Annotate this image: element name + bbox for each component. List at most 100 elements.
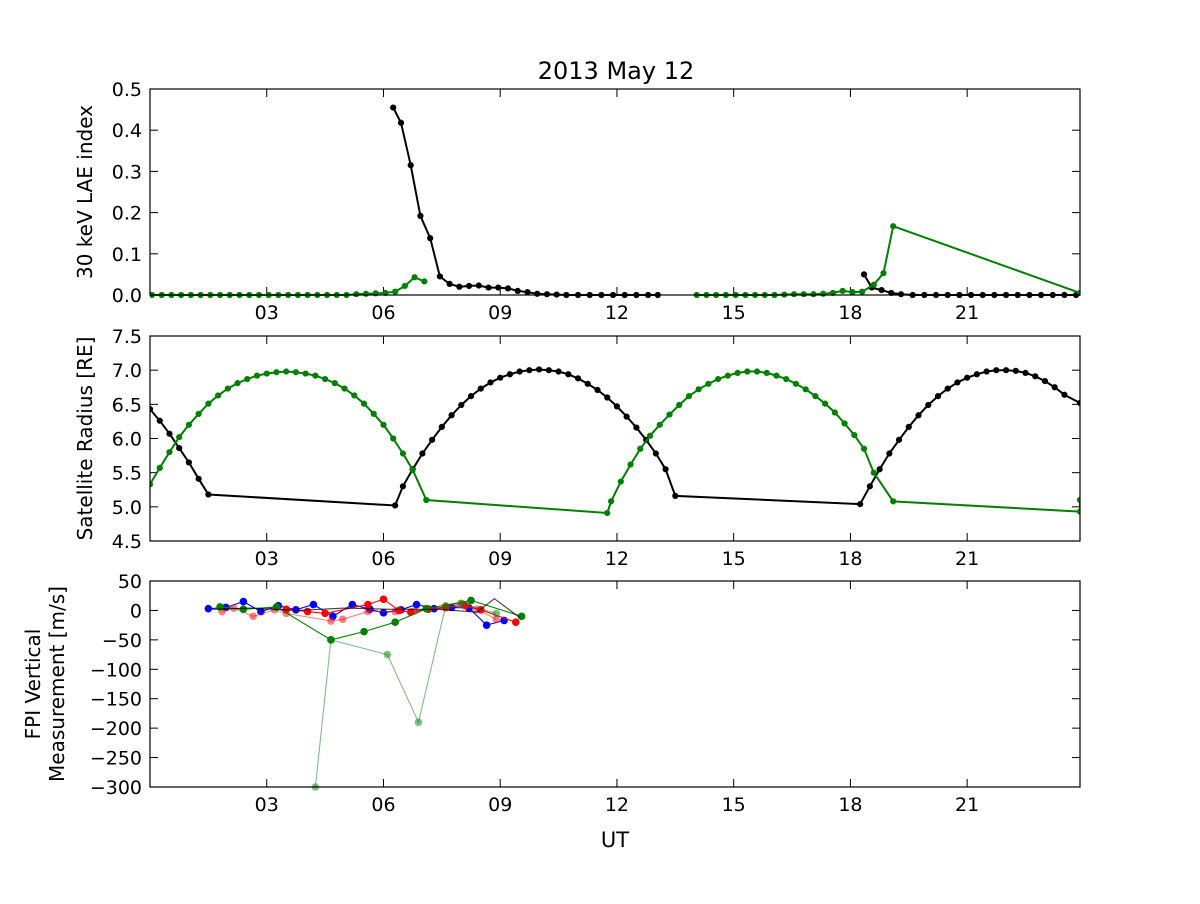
data-point (890, 223, 897, 230)
data-point (822, 400, 829, 407)
data-point (441, 601, 450, 610)
data-point (839, 287, 846, 294)
panel-frame (149, 580, 1081, 788)
data-point (858, 288, 866, 295)
data-point (810, 291, 817, 298)
x-tick-label: 18 (838, 548, 862, 570)
data-point (633, 424, 640, 431)
data-point (983, 368, 990, 375)
data-point (166, 430, 173, 437)
x-tick-label: 09 (488, 548, 512, 570)
data-point (370, 410, 377, 417)
x-tick-label: 12 (605, 794, 629, 816)
data-point (380, 421, 387, 428)
data-point (783, 375, 790, 383)
data-point (195, 475, 202, 482)
data-point (524, 289, 531, 296)
data-point (925, 401, 932, 409)
data-point (637, 445, 644, 452)
data-point (514, 287, 521, 294)
data-point (303, 607, 312, 616)
data-point (646, 432, 654, 439)
data-point (964, 374, 971, 381)
series-line (863, 273, 1077, 296)
data-point (876, 466, 883, 473)
data-point (482, 621, 491, 629)
data-point (886, 450, 893, 457)
data-point (156, 417, 163, 424)
data-point (860, 271, 868, 278)
data-point (763, 369, 770, 376)
x-tick-label: 09 (488, 302, 512, 324)
data-point (495, 284, 502, 291)
y-tick-label: 50 (118, 571, 142, 593)
plot-area (150, 104, 1080, 299)
data-point (390, 435, 397, 442)
data-point (392, 288, 399, 295)
data-point (705, 380, 712, 387)
data-point (414, 718, 423, 727)
y-tick-label: 4.5 (112, 531, 142, 553)
data-point (150, 406, 154, 413)
data-point (392, 502, 399, 509)
data-point (341, 385, 348, 392)
x-axis-label: UT (601, 828, 629, 852)
data-point (565, 371, 572, 378)
data-point (312, 372, 319, 379)
data-point (263, 370, 270, 377)
figure-title: 2013 May 12 (538, 57, 695, 85)
y-tick-label: 0.2 (112, 203, 142, 225)
data-point (364, 607, 372, 616)
data-point (364, 600, 372, 609)
data-point (866, 483, 873, 490)
data-point (214, 392, 222, 399)
data-point (790, 291, 798, 298)
data-point (1041, 378, 1049, 385)
data-point (574, 375, 582, 382)
data-point (734, 369, 741, 376)
x-tick-label: 21 (955, 548, 979, 570)
data-point (973, 371, 980, 378)
data-point (492, 609, 501, 618)
data-point (421, 278, 428, 285)
data-point (321, 609, 329, 618)
data-point (895, 436, 903, 443)
panel-bottom: 03 06 09 12 15 18 21 −300 −250 −200 −150 −100 −50 0 50… (21, 571, 1081, 816)
data-point (156, 464, 163, 471)
data-point (543, 291, 551, 298)
y-tick-label: −150 (90, 689, 142, 711)
data-point (1032, 373, 1039, 380)
y-tick-label: −250 (90, 748, 142, 770)
data-point (401, 282, 408, 290)
data-point (1076, 508, 1080, 515)
series-line (392, 107, 658, 296)
data-point (475, 282, 482, 289)
data-point (608, 498, 615, 505)
data-point (166, 449, 173, 456)
data-point (685, 393, 693, 400)
data-point (534, 290, 541, 297)
data-point (411, 274, 418, 281)
data-point (860, 445, 868, 452)
data-point (327, 617, 335, 625)
data-point (429, 436, 436, 443)
data-point (458, 401, 465, 409)
data-point (176, 444, 183, 452)
data-point (890, 498, 897, 505)
data-point (905, 423, 912, 430)
data-point (322, 375, 329, 383)
data-point (652, 450, 659, 457)
data-point (399, 483, 407, 490)
data-point (584, 380, 591, 387)
data-point (457, 599, 466, 608)
data-point (800, 291, 807, 298)
data-point (407, 162, 414, 169)
x-tick-label: 03 (255, 794, 279, 816)
data-point (423, 496, 430, 504)
y-tick-label: 0.1 (112, 244, 142, 266)
data-point (753, 368, 761, 375)
data-point (1022, 369, 1029, 376)
data-point (397, 119, 405, 126)
y-tick-label: 6.5 (112, 394, 142, 416)
